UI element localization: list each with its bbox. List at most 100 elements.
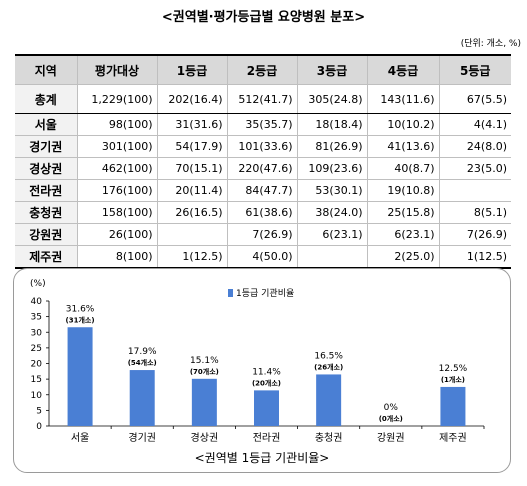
chart-title: <권역별 1등급 기관비율> [195, 451, 330, 465]
header-grade-2: 2등급 [226, 55, 297, 85]
x-tick-label: 강원권 [377, 432, 405, 444]
page-title: <권역별·평가등급별 요양병원 분포> [161, 10, 366, 25]
row-label: 제주권 [15, 245, 77, 269]
bar-value-label: 16.5% [314, 351, 343, 361]
table-cell: 20(11.4) [156, 179, 227, 202]
row-label: 총계 [15, 84, 77, 114]
bar-count-label: (70개소) [190, 367, 219, 376]
header-grade-5: 5등급 [438, 55, 511, 85]
y-tick-label: 40 [31, 297, 43, 307]
header-grade-1: 1등급 [156, 55, 227, 85]
table-row: 충청권 158(100) 26(16.5) 61(38.6) 38(24.0) … [15, 201, 511, 224]
table-cell: 10(10.2) [366, 113, 439, 136]
table-cell: 25(15.8) [366, 201, 439, 224]
table-cell: 31(31.6) [156, 113, 227, 136]
table-cell: 61(38.6) [226, 201, 297, 224]
bar-count-label: (0개소) [379, 414, 403, 423]
table-cell: 7(26.9) [226, 223, 297, 246]
x-tick-label: 전라권 [253, 432, 281, 444]
table-cell: 109(23.6) [296, 157, 367, 180]
bar-count-label: (26개소) [314, 362, 343, 371]
table-cell: 305(24.8) [296, 84, 367, 114]
bar-value-label: 31.6% [66, 304, 95, 314]
row-label: 전라권 [15, 179, 77, 202]
table-cell [296, 245, 367, 269]
y-tick-label: 10 [31, 391, 43, 401]
table-cell: 35(35.7) [226, 113, 297, 136]
table-cell: 23(5.0) [438, 157, 511, 180]
y-tick-label: 35 [31, 313, 42, 323]
table-cell: 1,229(100) [76, 84, 157, 114]
bar-value-label: 11.4% [252, 367, 281, 377]
table-row: 경기권 301(100) 54(17.9) 101(33.6) 81(26.9)… [15, 135, 511, 158]
row-label: 경기권 [15, 135, 77, 158]
y-tick-label: 5 [36, 406, 42, 416]
unit-note: (단위: 개소, %) [460, 39, 521, 49]
x-tick-label: 경기권 [128, 431, 156, 444]
table-cell: 512(41.7) [226, 84, 297, 114]
chart-panel: (%) 1등급 기관비율 0 5 10 15 20 25 30 35 40 31.6% (31개소) 서울… [13, 268, 511, 473]
table-cell: 26(16.5) [156, 201, 227, 224]
table-cell: 8(5.1) [438, 201, 511, 224]
bar-count-label: (20개소) [252, 378, 281, 387]
table-cell: 301(100) [76, 135, 157, 158]
table-row: 제주권 8(100) 1(12.5) 4(50.0) 2(25.0) 1(12.… [15, 245, 511, 269]
row-label: 충청권 [15, 201, 77, 224]
bar [67, 327, 93, 426]
table-cell: 462(100) [76, 157, 157, 180]
y-tick-label: 0 [36, 422, 42, 432]
header-grade-4: 4등급 [366, 55, 439, 85]
table-cell: 67(5.5) [438, 84, 511, 114]
bar [254, 390, 279, 426]
table-cell: 6(23.1) [296, 223, 367, 246]
table-cell: 41(13.6) [366, 135, 439, 158]
x-tick-label: 충청권 [315, 432, 343, 444]
bar [129, 370, 155, 426]
table-cell: 4(50.0) [226, 245, 297, 269]
table-cell: 7(26.9) [438, 223, 511, 246]
x-tick-label: 서울 [71, 432, 89, 444]
legend-swatch [228, 289, 233, 297]
table-cell: 54(17.9) [156, 135, 227, 158]
row-label: 경상권 [15, 157, 77, 180]
y-axis-unit: (%) [30, 279, 46, 289]
table-cell: 220(47.6) [226, 157, 297, 180]
bar [440, 386, 466, 426]
table-cell: 8(100) [76, 245, 157, 269]
table-row: 총계 1,229(100) 202(16.4) 512(41.7) 305(24… [15, 84, 511, 114]
table-cell: 18(18.4) [296, 113, 367, 136]
bar-value-label: 12.5% [439, 364, 468, 374]
table-cell: 19(10.8) [366, 179, 439, 202]
y-tick-label: 20 [31, 360, 43, 370]
table-cell: 70(15.1) [156, 157, 227, 180]
table-cell: 24(8.0) [438, 135, 511, 158]
bar-count-label: (54개소) [128, 358, 157, 367]
distribution-table: 지역 평가대상 1등급 2등급 3등급 4등급 5등급 총계 1,229(100… [15, 54, 511, 269]
y-tick-label: 15 [31, 375, 42, 385]
table-cell: 202(16.4) [156, 84, 227, 114]
table-row: 서울 98(100) 31(31.6) 35(35.7) 18(18.4) 10… [15, 113, 511, 136]
table-cell: 84(47.7) [226, 179, 297, 202]
table-cell: 4(4.1) [438, 113, 511, 136]
table-cell: 1(12.5) [156, 245, 227, 269]
table-cell: 81(26.9) [296, 135, 367, 158]
bar-chart: (%) 1등급 기관비율 0 5 10 15 20 25 30 35 40 31.6%(31개소) 서울… [30, 279, 485, 465]
table-cell: 53(30.1) [296, 179, 367, 202]
table-cell: 1(12.5) [438, 245, 511, 269]
table-row: 강원권 26(100) 7(26.9) 6(23.1) 6(23.1) 7(26… [15, 223, 511, 246]
table-cell: 38(24.0) [296, 201, 367, 224]
bar-count-label: (1개소) [441, 375, 465, 384]
table-cell: 176(100) [76, 179, 157, 202]
table-cell: 101(33.6) [226, 135, 297, 158]
bar-count-label: (31개소) [66, 315, 95, 324]
bar-value-label: 15.1% [190, 356, 219, 366]
y-tick-label: 30 [31, 328, 43, 338]
legend-label: 1등급 기관비율 [236, 288, 294, 299]
bar-value-label: 0% [384, 403, 399, 413]
bar [191, 378, 217, 426]
bar-value-label: 17.9% [128, 347, 157, 357]
table-row: 경상권 462(100) 70(15.1) 220(47.6) 109(23.6… [15, 157, 511, 180]
table-cell: 98(100) [76, 113, 157, 136]
table-row: 전라권 176(100) 20(11.4) 84(47.7) 53(30.1) … [15, 179, 511, 202]
bar [316, 374, 342, 426]
